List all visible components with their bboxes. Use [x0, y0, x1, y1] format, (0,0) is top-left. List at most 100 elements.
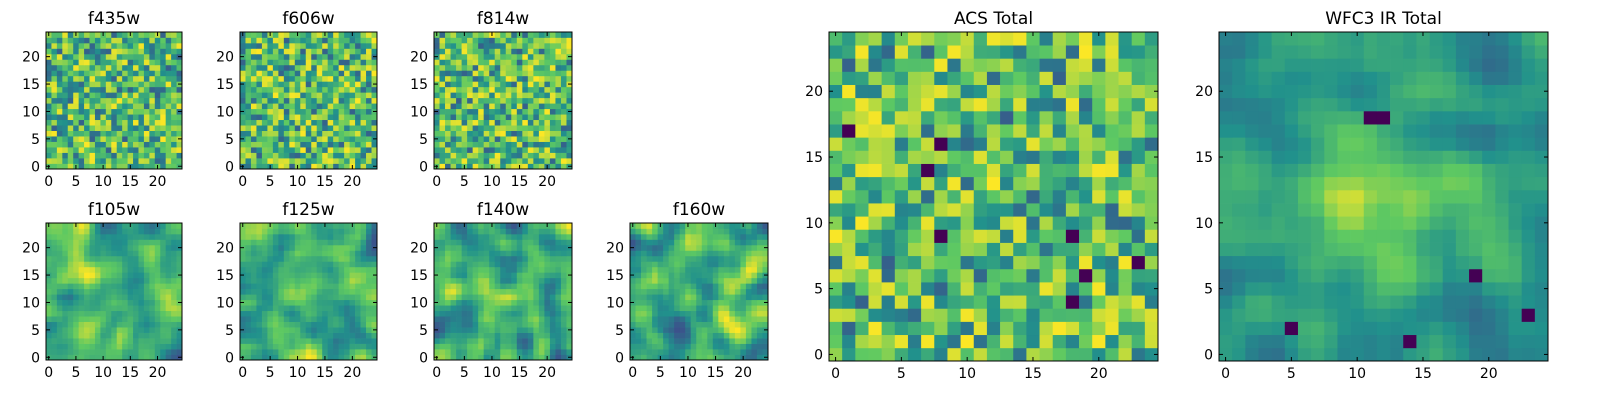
- heatmap-cell: [73, 305, 79, 312]
- heatmap-cell: [663, 266, 669, 273]
- heatmap-cell: [751, 228, 758, 235]
- heatmap-cell: [143, 349, 150, 355]
- heatmap-cell: [160, 42, 167, 49]
- heatmap-cell: [294, 338, 301, 344]
- heatmap-cell: [707, 250, 714, 257]
- heatmap-cell: [894, 282, 909, 296]
- heatmap-cell: [322, 299, 329, 306]
- heatmap-cell: [62, 42, 69, 49]
- heatmap-cell: [450, 141, 457, 148]
- heatmap-cell: [105, 114, 112, 121]
- heatmap-cell: [256, 108, 263, 115]
- heatmap-cell: [46, 316, 52, 322]
- heatmap-cell: [127, 266, 134, 273]
- heatmap-cell: [245, 250, 252, 257]
- heatmap-cell: [51, 316, 58, 322]
- heatmap-cell: [165, 255, 172, 262]
- heatmap-cell: [1105, 203, 1119, 217]
- heatmap-cell: [278, 261, 285, 268]
- heatmap-cell: [439, 294, 446, 301]
- heatmap-cell: [116, 64, 123, 71]
- heatmap-cell: [322, 283, 329, 290]
- heatmap-cell: [729, 233, 736, 240]
- heatmap-cell: [494, 283, 501, 290]
- heatmap-cell: [445, 147, 451, 153]
- heatmap-cell: [349, 244, 356, 251]
- heatmap-cell: [261, 261, 268, 268]
- heatmap-cell: [89, 48, 96, 55]
- heatmap-cell: [171, 92, 177, 99]
- heatmap-cell: [245, 97, 252, 104]
- heatmap-cell: [533, 97, 540, 104]
- heatmap-cell: [663, 239, 669, 246]
- heatmap-cell: [122, 37, 128, 44]
- heatmap-cell: [46, 228, 52, 235]
- heatmap-cell: [56, 288, 63, 295]
- heatmap-cell: [245, 299, 252, 306]
- heatmap-cell: [439, 108, 446, 115]
- heatmap-cell: [294, 81, 301, 88]
- heatmap-cell: [240, 147, 246, 153]
- heatmap-cell: [461, 64, 468, 71]
- heatmap-cell: [527, 272, 534, 279]
- heatmap-cell: [894, 321, 909, 336]
- heatmap-cell: [111, 108, 118, 115]
- heatmap-cell: [149, 283, 156, 290]
- heatmap-cell: [300, 299, 307, 306]
- heatmap-cell: [740, 327, 747, 333]
- heatmap-cell: [355, 37, 361, 44]
- heatmap-cell: [67, 354, 74, 361]
- heatmap-cell: [439, 250, 446, 257]
- heatmap-cell: [434, 97, 440, 104]
- heatmap-cell: [311, 327, 318, 333]
- x-tick-label: 15: [121, 365, 139, 381]
- heatmap-cell: [500, 53, 507, 60]
- heatmap-cell: [111, 277, 118, 284]
- heatmap-cell: [327, 48, 334, 55]
- heatmap-cell: [456, 228, 462, 235]
- heatmap-cell: [283, 130, 290, 137]
- heatmap-cell: [450, 349, 457, 355]
- heatmap-cell: [1118, 189, 1133, 204]
- heatmap-cell: [745, 354, 752, 361]
- heatmap-cell: [300, 81, 307, 88]
- heatmap-cell: [300, 53, 307, 60]
- heatmap-cell: [111, 141, 118, 148]
- heatmap-cell: [921, 229, 935, 243]
- heatmap-cell: [729, 266, 736, 273]
- heatmap-cell: [100, 261, 107, 268]
- heatmap-cell: [127, 64, 134, 71]
- heatmap-cell: [522, 294, 529, 301]
- heatmap-cell: [176, 239, 183, 246]
- heatmap-cell: [868, 242, 882, 257]
- heatmap-cell: [240, 250, 246, 257]
- heatmap-cell: [549, 42, 556, 49]
- heatmap-cell: [245, 244, 252, 251]
- heatmap-cell: [344, 223, 350, 229]
- heatmap-cell: [439, 48, 446, 55]
- heatmap-cell: [305, 283, 312, 290]
- heatmap-cell: [729, 305, 736, 312]
- heatmap-cell: [245, 53, 252, 60]
- heatmap-cell: [745, 332, 752, 339]
- heatmap-cell: [67, 114, 74, 121]
- heatmap-cell: [549, 349, 556, 355]
- heatmap-cell: [127, 97, 134, 104]
- heatmap-cell: [89, 321, 96, 328]
- heatmap-cell: [762, 266, 769, 273]
- heatmap-cell: [360, 338, 367, 344]
- heatmap-cell: [338, 305, 345, 312]
- heatmap-cell: [555, 125, 562, 131]
- heatmap-cell: [685, 332, 692, 339]
- heatmap-cell: [261, 75, 268, 82]
- heatmap-cell: [289, 119, 296, 126]
- heatmap-cell: [250, 250, 257, 257]
- heatmap-cell: [921, 282, 935, 296]
- heatmap-cell: [349, 239, 356, 246]
- heatmap-cell: [305, 152, 312, 159]
- heatmap-cell: [349, 130, 356, 137]
- heatmap-cell: [668, 327, 675, 333]
- heatmap-cell: [245, 354, 252, 361]
- heatmap-cell: [261, 42, 268, 49]
- heatmap-cell: [149, 272, 156, 279]
